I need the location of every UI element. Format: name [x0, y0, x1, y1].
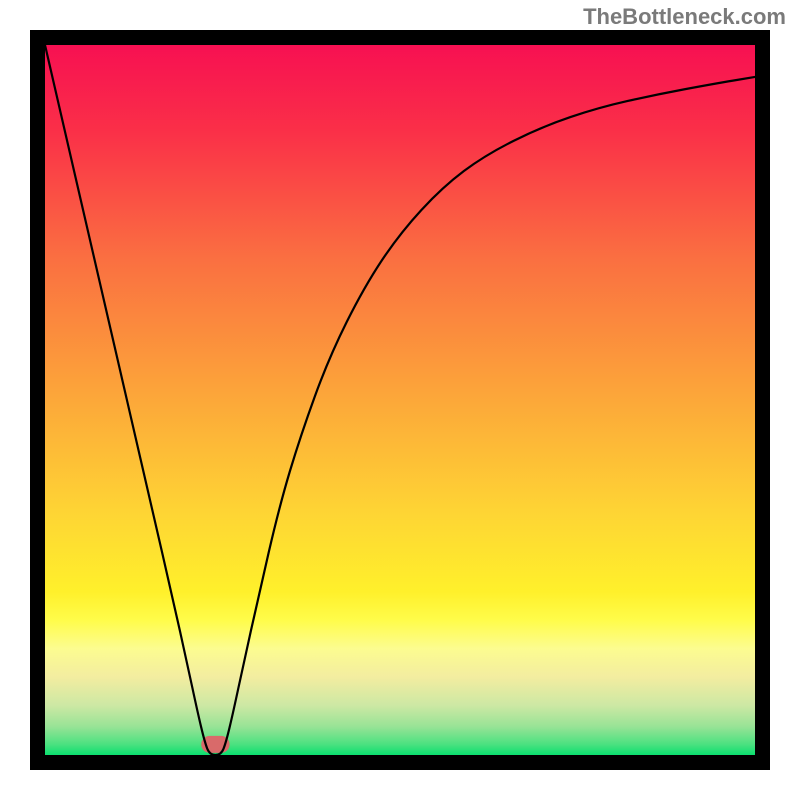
margin-right — [770, 0, 800, 800]
watermark-text: TheBottleneck.com — [583, 4, 786, 30]
chart-svg — [0, 0, 800, 800]
margin-bottom — [0, 770, 800, 800]
chart-container: TheBottleneck.com — [0, 0, 800, 800]
margin-left — [0, 0, 30, 800]
plot-background — [45, 45, 755, 755]
